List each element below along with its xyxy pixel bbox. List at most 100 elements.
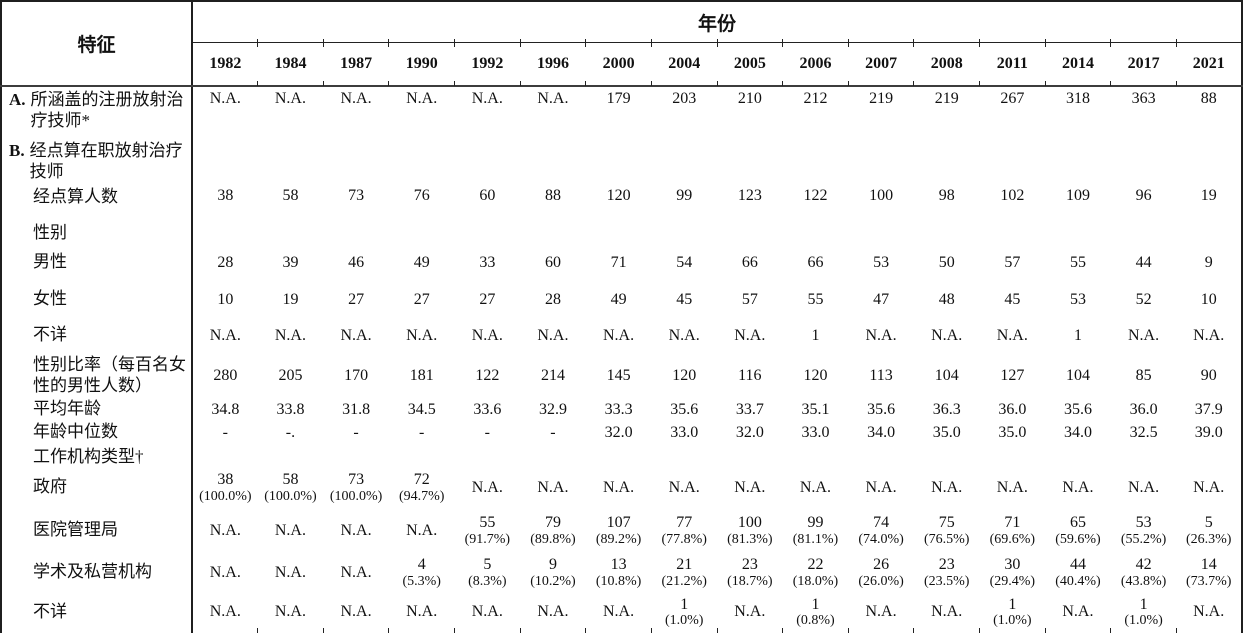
table-cell: N.A.: [519, 592, 586, 633]
table-cell: -: [353, 423, 359, 441]
table-cell: N.A.: [340, 563, 372, 581]
table-cell: 72 (94.7%): [389, 468, 455, 508]
table-cell: 71: [610, 253, 627, 271]
cell-count: 75: [938, 514, 955, 532]
table-cell: N.A.: [716, 592, 783, 633]
table-cell: 99: [676, 187, 693, 204]
cell-count: 23: [741, 556, 758, 574]
table-cell: 35.1: [801, 400, 830, 418]
table-cell: 60: [544, 253, 561, 271]
row-marker: A.: [9, 90, 26, 109]
year-column-header: 1990: [388, 38, 455, 87]
table-cell: 1 (1.0%): [1110, 592, 1177, 633]
year-column-header: 2017: [1110, 38, 1177, 87]
table-cell: 50: [938, 253, 955, 271]
table-cell: 1 (0.8%): [782, 592, 849, 633]
cell-count: 77: [676, 514, 693, 532]
table-cell: 19: [1200, 187, 1217, 204]
table-cell: 123: [737, 187, 762, 204]
table-cell: 122: [475, 366, 500, 384]
table-cell: 58: [282, 187, 299, 204]
empty-cells: [192, 444, 1242, 468]
table-cell: N.A.: [996, 326, 1028, 344]
table-cell: 34.8: [211, 400, 240, 418]
table-cell: N.A.: [537, 478, 569, 496]
table-cell: 52: [1135, 290, 1152, 308]
table-row-persons-enumerated: 经点算人数 38 58 73 76 60 88 120 99 123 122 100 98 102 109 9…: [1, 184, 1242, 220]
year-column-header: 2011: [979, 38, 1046, 87]
table-cell: 35.6: [1063, 400, 1092, 418]
cell-percentage: (10.2%): [530, 573, 576, 589]
cell-percentage: (100.0%): [264, 488, 317, 504]
table-cell: 37.9: [1194, 400, 1223, 418]
cell-percentage: (94.7%): [398, 488, 445, 504]
table-cell: 55: [1069, 253, 1086, 271]
table-row-enumerated-radiotherapists: B. 经点算在职放射治疗技师: [1, 138, 1242, 184]
table-cell: N.A.: [388, 592, 455, 633]
table-cell: 85: [1135, 366, 1152, 384]
table-cell: 219: [869, 90, 894, 107]
year-header-row: 1982 1984 1987 1990 1992 1996 2000 2004 2005 2006…: [1, 38, 1242, 87]
table-row-mean-age: 平均年龄 34.8 33.8 31.8 34.5 33.6 32.9 33.3 35.6 33.7…: [1, 397, 1242, 422]
row-label-sex: 性别: [1, 220, 193, 244]
row-label-median-age: 年龄中位数: [1, 421, 193, 444]
table-cell: 109: [1065, 187, 1090, 204]
year-column-header: 2000: [585, 38, 652, 87]
table-cell: 39: [282, 253, 299, 271]
table-cell: N.A.: [1128, 326, 1160, 344]
table-cell: N.A.: [1193, 478, 1225, 496]
table-cell: N.A.: [1062, 478, 1094, 496]
table-cell: 9 (10.2%): [520, 554, 586, 592]
table-cell: 120: [672, 366, 697, 384]
table-cell: 5 (26.3%): [1176, 508, 1242, 554]
cell-count: 73: [348, 471, 365, 489]
table-cell: 100: [869, 187, 894, 204]
table-cell: 34.0: [1063, 423, 1092, 441]
table-cell: N.A.: [931, 326, 963, 344]
table-cell: 53: [873, 253, 890, 271]
table-cell: -: [550, 423, 556, 441]
table-cell: 104: [934, 366, 959, 384]
table-cell: 90: [1200, 366, 1217, 384]
table-cell: 31.8: [342, 400, 371, 418]
table-row-institution-unknown: 不详 N.A. N.A. N.A. N.A. N.A. N.A. N.A. 1 (1.0%) N.A…: [1, 591, 1242, 633]
table-cell: 49: [610, 290, 627, 308]
cell-count: 79: [544, 514, 561, 532]
row-label-male: 男性: [1, 243, 193, 282]
table-cell: 35.6: [867, 400, 896, 418]
table-cell: 318: [1065, 90, 1090, 107]
cell-percentage: (0.8%): [796, 613, 835, 629]
table-cell: N.A.: [209, 326, 241, 344]
table-cell: 1: [1073, 326, 1082, 344]
table-cell: 54: [676, 253, 693, 271]
year-column-header: 2007: [847, 38, 914, 87]
table-cell: 203: [672, 90, 697, 107]
cell-percentage: (69.6%): [989, 531, 1036, 547]
cell-percentage: (81.1%): [792, 531, 839, 547]
table-cell: N.A.: [996, 478, 1028, 496]
table-cell: 9: [1204, 253, 1213, 271]
table-cell: N.A.: [471, 478, 503, 496]
cell-percentage: (18.7%): [727, 573, 773, 589]
table-cell: 22 (18.0%): [783, 554, 849, 592]
cell-percentage: (89.8%): [530, 531, 576, 547]
cell-percentage: (10.8%): [595, 573, 642, 589]
cell-count: 100: [737, 514, 762, 532]
table-cell: 120: [803, 366, 828, 384]
cell-percentage: (81.3%): [727, 531, 773, 547]
table-cell: 73: [348, 187, 365, 204]
cell-count: 4: [417, 556, 426, 574]
cell-percentage: (23.5%): [923, 573, 970, 589]
year-column-header: 1987: [322, 38, 389, 87]
cell-count: 44: [1069, 556, 1086, 574]
table-cell: 53: [1069, 290, 1086, 308]
table-cell: 280: [213, 366, 238, 384]
table-cell: 23 (23.5%): [914, 554, 980, 592]
table-cell: 98: [938, 187, 955, 204]
table-cell: 33.6: [473, 400, 502, 418]
table-cell: 214: [540, 366, 565, 384]
row-label-academic-private: 学术及私营机构: [1, 553, 193, 592]
cell-count: 74: [873, 514, 890, 532]
cell-percentage: (77.8%): [661, 531, 707, 547]
